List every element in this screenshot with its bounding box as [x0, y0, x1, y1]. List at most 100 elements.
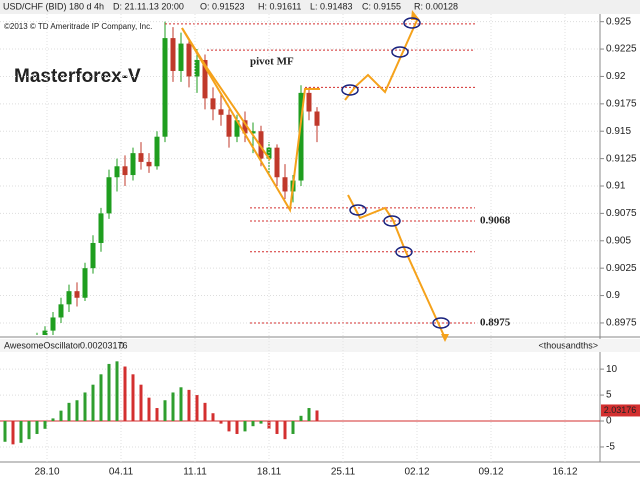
osc-bar [123, 366, 127, 422]
osc-bar [251, 421, 255, 427]
osc-bar [27, 421, 31, 440]
candle-body [298, 92, 304, 181]
osc-bar [155, 408, 159, 422]
brand: Masterforex-V [14, 66, 141, 87]
candle-body [130, 153, 136, 176]
y-tick-label: 0.92 [606, 71, 626, 82]
candle-body [234, 120, 240, 137]
osc-bar [291, 421, 295, 434]
level-label: 0.9068 [480, 215, 511, 227]
y-tick-label: -5 [606, 442, 615, 453]
osc-title-value: 0.00203176 [80, 340, 128, 350]
candle-body [258, 131, 264, 159]
x-tick-label: 02.12 [404, 467, 429, 478]
candle-body [82, 268, 88, 298]
osc-bar [275, 421, 279, 434]
candle-body [178, 43, 184, 71]
osc-bar [219, 421, 223, 424]
osc-bar [259, 421, 263, 424]
candle-body [282, 177, 288, 192]
y-tick-label: 0.91 [606, 181, 626, 192]
header-item: USD/CHF (BID) 180 d 4h [3, 1, 104, 11]
candle-body [194, 60, 200, 77]
watermark: ©2013 © TD Ameritrade IP Company, Inc. [4, 22, 152, 31]
candle-body [306, 92, 312, 112]
osc-bar [163, 400, 167, 422]
marker-ellipse [403, 17, 421, 29]
x-tick-label: 11.11 [183, 467, 207, 478]
header-item: D: 21.11.13 20:00 [113, 1, 184, 11]
marker-ellipse [383, 215, 401, 227]
x-tick-label: 09.12 [478, 467, 503, 478]
y-tick-label: 0.9125 [606, 153, 637, 164]
candle-body [274, 147, 280, 178]
y-tick-label: 0.9025 [606, 263, 637, 274]
x-tick-label: 28.10 [34, 467, 59, 478]
candle-body [98, 213, 104, 243]
marker-ellipse [341, 84, 359, 96]
y-tick-label: 0.905 [606, 235, 631, 246]
arrow-head [441, 334, 449, 342]
osc-bar [3, 421, 7, 442]
osc-bar [267, 421, 271, 429]
osc-bar [91, 384, 95, 422]
osc-bar [171, 392, 175, 422]
osc-bar [131, 374, 135, 422]
osc-title: AwesomeOscillator [4, 340, 81, 350]
candle-body [138, 153, 144, 162]
candle-body [42, 330, 48, 335]
x-tick-label: 16.12 [552, 467, 577, 478]
candle-body [186, 43, 192, 77]
osc-bar [211, 413, 215, 422]
y-tick-label: 0 [606, 416, 612, 427]
osc-bar [43, 421, 47, 429]
osc-bar [19, 421, 23, 443]
osc-bar [227, 421, 231, 432]
header-item: R: 0.00128 [414, 1, 458, 11]
osc-bar [75, 400, 79, 422]
candle-body [154, 136, 160, 167]
osc-bar [107, 363, 111, 422]
projection [347, 194, 446, 339]
y-tick-label: 0.925 [606, 16, 631, 27]
candle-body [162, 38, 168, 137]
candle-body [146, 161, 152, 167]
candle-body [122, 166, 128, 176]
current-value: 2.03176 [604, 405, 637, 415]
osc-bar [83, 392, 87, 422]
candle-body [210, 98, 216, 110]
drawings [181, 10, 450, 342]
y-tick-label: 0.9225 [606, 44, 637, 55]
y-tick-label: 5 [606, 390, 612, 401]
candle-body [74, 291, 80, 298]
current-value-box [601, 404, 640, 417]
y-tick-label: 10 [606, 364, 618, 375]
osc-scale-label: <thousandths> [538, 340, 598, 350]
osc-bar [67, 402, 71, 422]
candle-body [202, 60, 208, 99]
osc-bar [99, 374, 103, 422]
osc-bar [179, 387, 183, 422]
x-tick-label: 25.11 [331, 467, 356, 478]
osc-bar [187, 389, 191, 422]
header-item: C: 0.9155 [362, 1, 401, 11]
osc-bar [35, 421, 39, 434]
level-label: 0.8975 [480, 316, 511, 328]
osc-title-value: 0 [119, 340, 124, 350]
candles [36, 21, 320, 335]
trend-drawing [181, 27, 320, 214]
y-tick-label: 0.9 [606, 290, 620, 301]
x-tick-label: 18.11 [257, 467, 282, 478]
osc-bar [115, 361, 119, 422]
candle-body [58, 304, 64, 318]
osc-bar [315, 410, 319, 422]
header-item: O: 0.91523 [200, 1, 245, 11]
x-tick-label: 04.11 [109, 467, 134, 478]
header-item: H: 0.91611 [258, 1, 301, 11]
osc-bar [51, 418, 55, 422]
y-tick-label: 0.9175 [606, 98, 637, 109]
